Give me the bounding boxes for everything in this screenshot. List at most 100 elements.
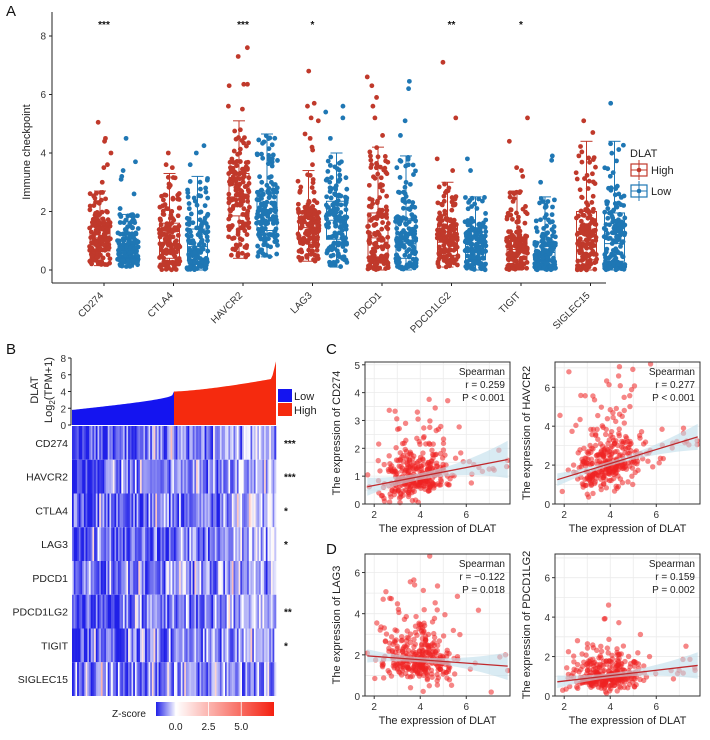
data-point: [377, 468, 383, 474]
data-point: [549, 227, 555, 232]
data-point: [330, 202, 336, 208]
heatmap-cell: [225, 527, 227, 561]
heatmap-cell: [123, 459, 125, 494]
heatmap-cell: [133, 594, 136, 629]
heatmap-cell: [95, 493, 98, 528]
data-point: [437, 250, 443, 256]
data-point: [610, 247, 616, 253]
heatmap-cell: [247, 426, 250, 460]
heatmap-cell: [216, 628, 219, 663]
x-tick-label: 2: [371, 510, 377, 521]
data-point: [338, 264, 344, 269]
data-point: [186, 201, 192, 206]
heatmap-cell: [265, 662, 268, 696]
heatmap-cell: [204, 493, 207, 528]
outlier-point: [520, 174, 526, 179]
heatmap-cell: [194, 459, 197, 494]
heatmap-cell: [253, 426, 256, 460]
heatmap-cell: [99, 662, 102, 696]
heatmap-cell: [252, 426, 255, 460]
y-tick-label: 8: [60, 354, 66, 365]
y-axis-title: The expression of HAVCR2: [521, 366, 533, 500]
heatmap-cell: [87, 493, 90, 528]
data-point: [374, 216, 380, 222]
heatmap-cell: [179, 628, 182, 663]
data-point: [621, 420, 628, 426]
data-point: [400, 646, 406, 653]
heatmap-cell: [172, 594, 175, 629]
heatmap-cell: [119, 662, 122, 696]
heatmap-cell: [148, 594, 151, 629]
data-point: [383, 204, 389, 210]
heatmap-cell: [78, 426, 81, 460]
data-point: [296, 208, 301, 214]
heatmap-cell: [104, 594, 107, 629]
data-point: [614, 204, 620, 210]
heatmap-cell: [160, 459, 163, 494]
heatmap-cell: [179, 459, 182, 494]
heatmap-cell: [219, 426, 222, 460]
data-point: [103, 196, 108, 202]
heatmap-cell: [264, 628, 267, 663]
heatmap-cell: [236, 628, 239, 663]
heatmap-cell: [231, 527, 234, 561]
heatmap-cell: [231, 561, 234, 595]
heatmap-cell: [264, 561, 267, 595]
data-point: [407, 181, 413, 187]
data-point: [522, 220, 528, 226]
data-point: [167, 215, 173, 221]
outlier-point: [244, 45, 250, 51]
heatmap-cell: [182, 628, 185, 663]
data-point: [610, 475, 617, 482]
significance-marker: ***: [98, 20, 110, 31]
heatmap-cell: [235, 493, 238, 528]
outlier-point: [117, 206, 123, 211]
heatmap-cell: [238, 662, 241, 696]
heatmap-cell: [175, 594, 178, 629]
heatmap-cell: [223, 628, 226, 663]
heatmap-cell: [146, 628, 149, 663]
y-tick-label: 2: [354, 444, 360, 455]
data-point: [512, 243, 518, 249]
heatmap-cell: [167, 594, 170, 629]
heatmap-cell: [216, 426, 219, 460]
heatmap-cell: [83, 594, 86, 629]
heatmap-cell: [138, 493, 141, 528]
outlier-point: [374, 95, 379, 100]
legend-high-label: High: [651, 165, 674, 177]
heatmap-cell: [106, 628, 108, 663]
heatmap-cell: [253, 628, 256, 663]
outlier-point: [370, 103, 376, 109]
y-tick-label: 4: [354, 389, 360, 400]
heatmap-cell: [194, 493, 197, 528]
data-point: [295, 201, 301, 207]
data-point: [380, 246, 386, 252]
data-point: [327, 163, 333, 168]
heatmap-cell: [145, 459, 148, 494]
heatmap-cell: [117, 527, 120, 561]
heatmap-cell: [252, 628, 255, 663]
data-point: [234, 243, 240, 249]
heatmap-cell: [126, 662, 129, 696]
heatmap-cell: [199, 493, 202, 528]
heatmap-cell: [230, 628, 233, 663]
heatmap-cell: [177, 527, 180, 561]
data-point: [620, 142, 626, 148]
data-point: [336, 230, 342, 236]
data-point: [126, 231, 132, 237]
data-point: [448, 682, 455, 688]
heatmap-cell: [124, 594, 127, 629]
data-point: [483, 211, 488, 216]
data-point: [397, 158, 403, 163]
data-point: [539, 244, 544, 249]
data-point: [263, 221, 269, 227]
heatmap-cell: [170, 527, 173, 561]
heatmap-cell: [116, 527, 119, 561]
heatmap-cell: [206, 527, 209, 561]
data-point: [447, 476, 453, 482]
heatmap-cell: [250, 594, 253, 629]
data-point: [454, 593, 461, 600]
heatmap-cell: [100, 561, 103, 595]
data-point: [394, 165, 400, 171]
heatmap-cell: [80, 662, 83, 696]
